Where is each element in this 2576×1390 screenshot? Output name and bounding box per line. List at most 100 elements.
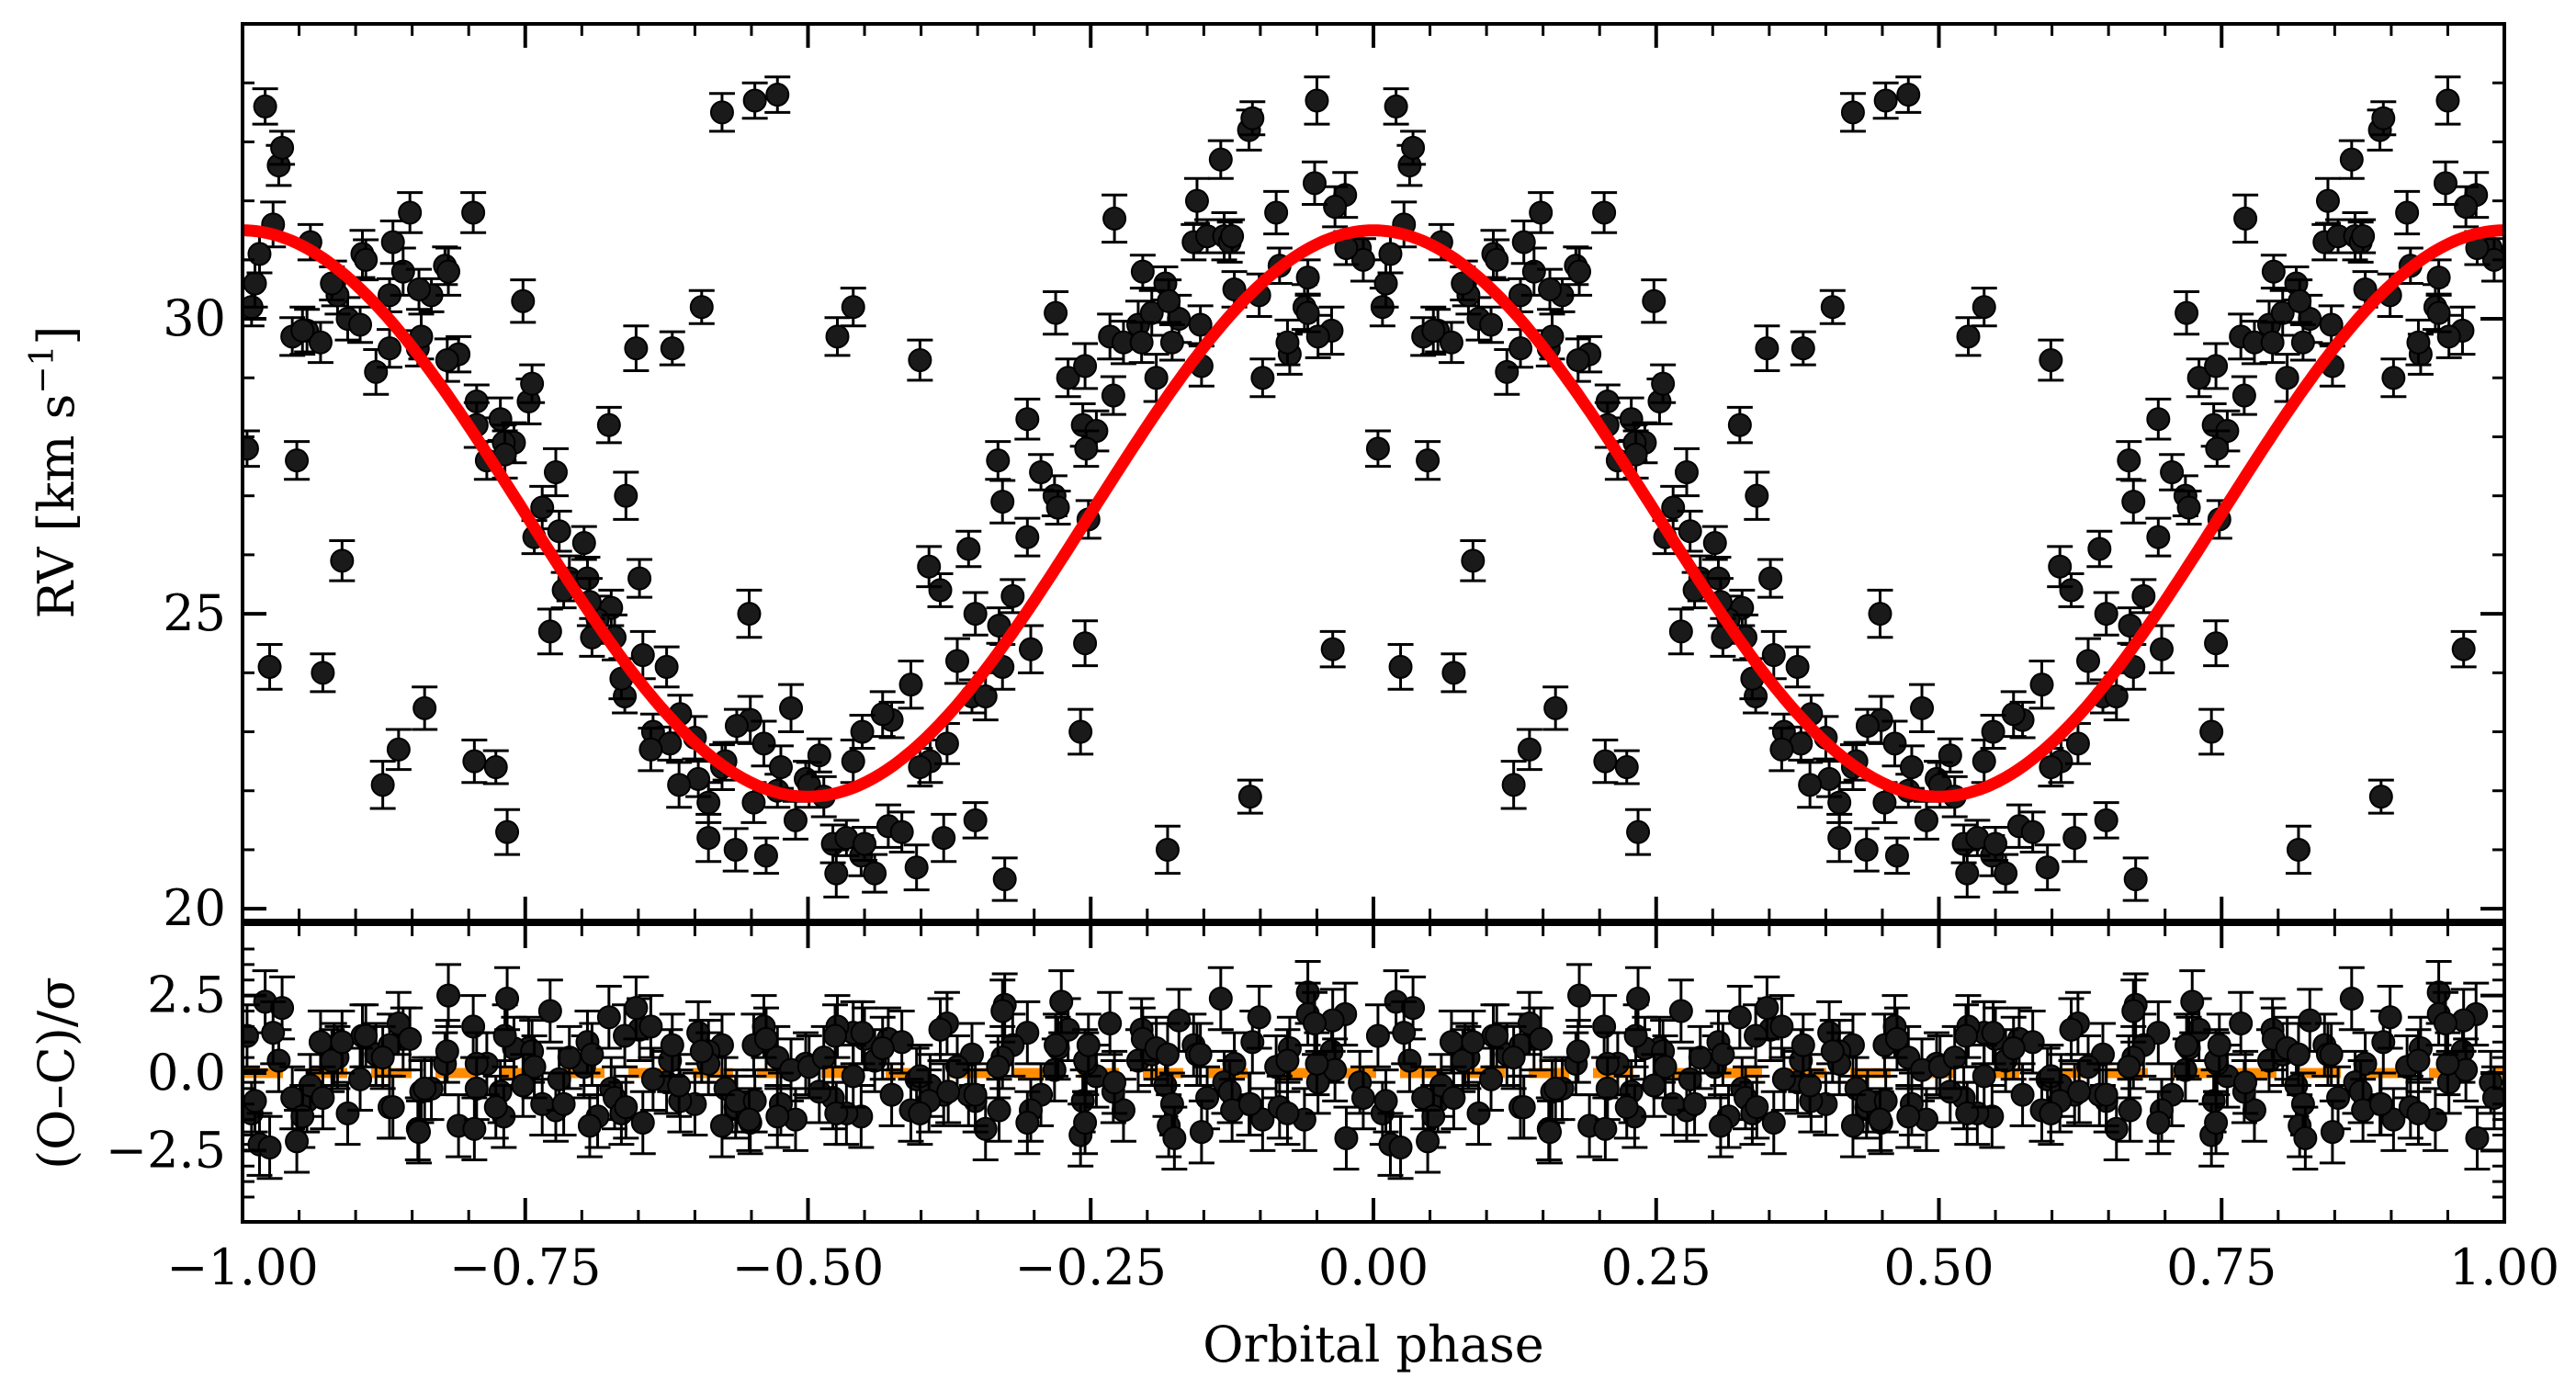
residual-point <box>688 1019 715 1084</box>
x-axis-label: Orbital phase <box>1203 1316 1543 1373</box>
rv-point <box>627 558 653 599</box>
y-tick-label: 25 <box>163 584 226 642</box>
rv-point <box>1650 363 1677 404</box>
residual-point <box>494 966 521 1032</box>
rv-point <box>688 288 715 325</box>
rv-point <box>2204 429 2231 469</box>
residual-point <box>1387 1114 1414 1181</box>
rv-point <box>955 529 982 569</box>
rv-point <box>931 812 957 864</box>
rv-point <box>852 826 878 863</box>
rv-point <box>2093 801 2119 840</box>
residual-point <box>434 1019 460 1084</box>
residual-point <box>2377 985 2403 1050</box>
rv-point <box>1000 578 1026 615</box>
residual-point <box>1797 1053 1824 1118</box>
rv-point <box>1028 453 1055 492</box>
rv-point <box>1014 516 1041 558</box>
residual-point <box>329 1010 356 1075</box>
residual-point <box>2038 1080 2064 1147</box>
rv-point <box>1839 92 1866 133</box>
rv-point <box>2062 812 2088 864</box>
rv-point <box>2338 139 2365 180</box>
rv-point <box>764 75 791 114</box>
rv-point <box>2425 258 2452 297</box>
residual-point <box>2232 1049 2259 1115</box>
rv-point <box>1500 760 1527 810</box>
residual-x-ticks: −1.00 −0.75 −0.50 −0.25 0.00 0.25 0.50 0.75 1.00 <box>166 924 2559 1296</box>
rv-point <box>246 233 273 275</box>
rv-point <box>782 799 808 841</box>
rv-point <box>1073 429 1100 469</box>
rv-point <box>1183 176 1210 225</box>
rv-point <box>2394 189 2421 236</box>
rv-point <box>537 607 563 656</box>
residual-point <box>1350 1065 1376 1131</box>
rv-point <box>329 538 356 582</box>
rv-point <box>1516 728 1542 772</box>
residual-point <box>2464 1105 2491 1171</box>
residual-point <box>869 1015 896 1081</box>
rv-point <box>482 749 509 785</box>
rv-point <box>307 321 333 365</box>
rv-point <box>1400 130 1427 166</box>
rv-point <box>1744 470 1770 521</box>
rv-point <box>1983 826 2009 863</box>
residual-point <box>2228 990 2254 1057</box>
rv-point <box>1872 81 1899 120</box>
rv-point <box>1701 525 1728 561</box>
rv-point <box>962 591 989 637</box>
residual-point <box>1102 1049 1128 1115</box>
residual-point <box>2319 1099 2345 1165</box>
rv-point <box>2231 375 2257 416</box>
residual-point <box>2093 1062 2119 1127</box>
rv-point <box>1294 258 1321 297</box>
residual-point <box>659 1012 685 1078</box>
rv-point <box>1768 727 1795 773</box>
residual-point <box>1319 988 1346 1053</box>
residual-point <box>1274 1028 1301 1093</box>
rv-point <box>824 316 851 357</box>
residual-point <box>1895 1084 1922 1149</box>
x-tick-label: −0.50 <box>732 1238 884 1296</box>
x-tick-label: −0.75 <box>449 1238 601 1296</box>
rv-point <box>1797 761 1824 809</box>
rv-point <box>1937 737 1963 774</box>
rv-point <box>888 810 915 854</box>
residual-point <box>1246 985 1272 1050</box>
rv-point <box>1816 760 1843 798</box>
residual-point <box>927 997 954 1062</box>
residual-point <box>537 978 563 1044</box>
x-tick-label: 0.50 <box>1883 1238 1994 1296</box>
residual-point <box>1301 990 1328 1057</box>
rv-point <box>927 571 954 608</box>
rv-point <box>1853 827 1880 873</box>
rv-point <box>1383 87 1409 126</box>
residual-point <box>1707 1093 1734 1158</box>
rv-point <box>1072 619 1099 668</box>
residual-point <box>1667 978 1694 1044</box>
rv-point <box>2259 321 2286 365</box>
rv-point <box>943 637 970 685</box>
residual-point <box>1591 994 1618 1059</box>
rv-point <box>2314 176 2341 225</box>
residual-point <box>2289 1071 2316 1136</box>
rv-point <box>2019 810 2046 854</box>
y-tick-label: −2.5 <box>106 1121 226 1179</box>
rv-point <box>736 588 763 639</box>
rv-point <box>1161 0 1187 11</box>
y-tick-label: 0.0 <box>147 1044 226 1102</box>
residual-point <box>2120 978 2147 1044</box>
x-tick-label: −0.25 <box>1015 1238 1167 1296</box>
rv-point <box>1373 258 1399 309</box>
residual-point <box>962 1062 989 1127</box>
x-tick-label: 0.75 <box>2166 1238 2277 1296</box>
rv-y-ticks: 20 25 30 <box>163 81 2504 937</box>
residual-point <box>1542 1056 1569 1122</box>
rv-point <box>2149 624 2175 674</box>
rv-point <box>2179 0 2205 11</box>
rv-point <box>1274 0 1300 11</box>
rv-point <box>1478 305 1505 345</box>
rv-point <box>1304 75 1330 126</box>
rv-point <box>2145 516 2172 558</box>
